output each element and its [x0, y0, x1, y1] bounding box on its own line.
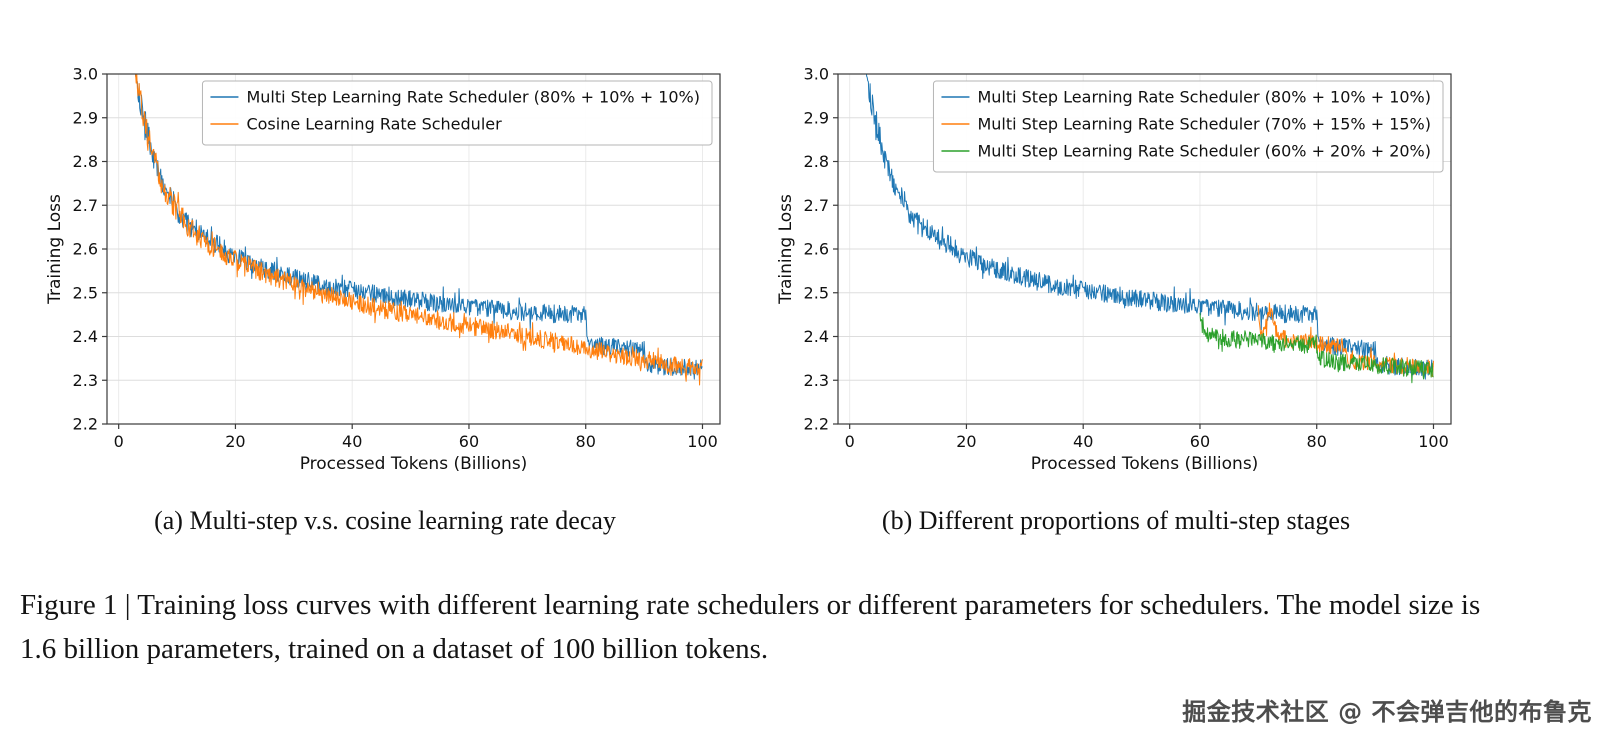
svg-text:60: 60: [459, 432, 479, 451]
svg-text:0: 0: [845, 432, 855, 451]
x-axis-label: Processed Tokens (Billions): [300, 454, 528, 474]
svg-text:2.5: 2.5: [73, 283, 98, 302]
axis-ticks: [833, 73, 1435, 429]
legend-label-1: Cosine Learning Rate Scheduler: [246, 115, 502, 134]
legend-box: [201, 80, 713, 146]
svg-text:80: 80: [1307, 432, 1327, 451]
svg-text:2.3: 2.3: [73, 371, 98, 390]
svg-text:2.9: 2.9: [804, 108, 829, 127]
svg-text:2.7: 2.7: [73, 196, 98, 215]
y-axis-label: Training Loss: [776, 194, 796, 305]
svg-text:100: 100: [1418, 432, 1449, 451]
svg-text:40: 40: [1073, 432, 1093, 451]
watermark-text: 掘金技术社区 @ 不会弹吉他的布鲁克: [1182, 698, 1592, 726]
svg-text:3.0: 3.0: [73, 65, 98, 84]
legend-label-1: Multi Step Learning Rate Scheduler (70% …: [977, 115, 1431, 134]
chart-b-svg: 0 20 40 60 80 100 2.2 2.3 2.4 2.5 2.6 2.7 2.8 2.9 3.0 P…: [776, 65, 1452, 474]
legend-label-2: Multi Step Learning Rate Scheduler (60% …: [977, 142, 1431, 161]
svg-text:80: 80: [576, 432, 596, 451]
series-line-2: [1199, 312, 1434, 384]
chart-a-training-loss: 0 20 40 60 80 100 2.2 2.3 2.4 2.5 2.6 2.7 2.8 2.9 3.0 P…: [30, 60, 740, 480]
series-group: [866, 74, 1434, 384]
svg-text:2.9: 2.9: [73, 108, 98, 127]
tick-labels: 0 20 40 60 80 100 2.2 2.3 2.4 2.5 2.6 2.7 2.8 2.9 3.0: [73, 65, 718, 452]
svg-text:60: 60: [1190, 432, 1210, 451]
legend: Multi Step Learning Rate Scheduler (80% …: [932, 80, 1444, 173]
svg-text:2.4: 2.4: [73, 327, 98, 346]
svg-text:3.0: 3.0: [804, 65, 829, 84]
y-axis-label: Training Loss: [45, 194, 65, 305]
svg-text:2.3: 2.3: [804, 371, 829, 390]
svg-text:2.5: 2.5: [804, 283, 829, 302]
legend-label-0: Multi Step Learning Rate Scheduler (80% …: [246, 88, 700, 107]
x-axis-label: Processed Tokens (Billions): [1031, 454, 1259, 474]
svg-text:100: 100: [687, 432, 718, 451]
svg-text:2.8: 2.8: [804, 152, 829, 171]
svg-text:2.7: 2.7: [804, 196, 829, 215]
svg-text:2.2: 2.2: [73, 415, 98, 434]
tick-labels: 0 20 40 60 80 100 2.2 2.3 2.4 2.5 2.6 2.7 2.8 2.9 3.0: [804, 65, 1449, 452]
figure-caption: Figure 1 | Training loss curves with dif…: [20, 589, 1481, 665]
legend-label-0: Multi Step Learning Rate Scheduler (80% …: [977, 88, 1431, 107]
subcaption-b: (b) Different proportions of multi-step …: [881, 506, 1351, 535]
svg-text:20: 20: [956, 432, 976, 451]
axis-ticks: [102, 73, 704, 429]
svg-text:2.4: 2.4: [804, 327, 829, 346]
svg-text:2.6: 2.6: [73, 240, 98, 259]
svg-text:2.6: 2.6: [804, 240, 829, 259]
chart-b-training-loss: 0 20 40 60 80 100 2.2 2.3 2.4 2.5 2.6 2.7 2.8 2.9 3.0 P…: [761, 60, 1471, 480]
svg-text:2.8: 2.8: [73, 152, 98, 171]
subcaption-a: (a) Multi-step v.s. cosine learning rate…: [154, 506, 616, 535]
svg-text:20: 20: [225, 432, 245, 451]
svg-text:40: 40: [342, 432, 362, 451]
legend: Multi Step Learning Rate Scheduler (80% …: [201, 80, 713, 146]
grid-horizontal: [107, 117, 720, 381]
legend-box: [932, 80, 1444, 173]
chart-a-svg: 0 20 40 60 80 100 2.2 2.3 2.4 2.5 2.6 2.7 2.8 2.9 3.0 P…: [45, 65, 721, 474]
series-group: [135, 74, 703, 386]
svg-text:2.2: 2.2: [804, 415, 829, 434]
series-line-1: [135, 74, 703, 386]
svg-text:0: 0: [114, 432, 124, 451]
